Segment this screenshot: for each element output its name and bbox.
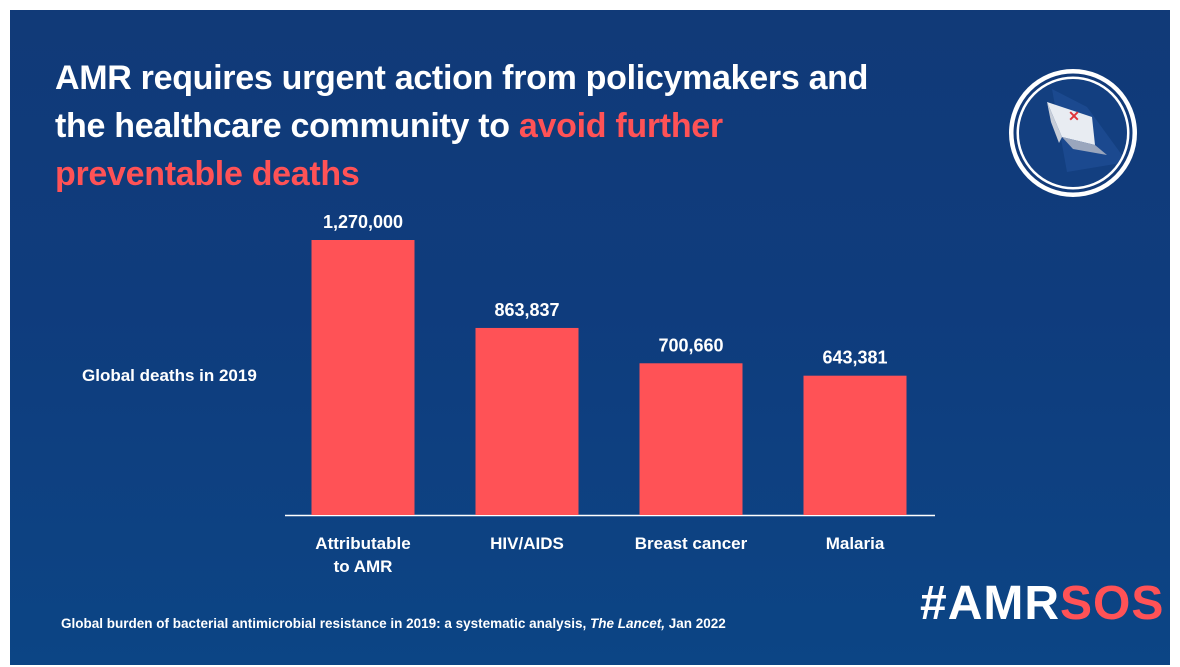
source-date: Jan 2022: [664, 616, 726, 631]
hashtag-prefix: #AMR: [920, 577, 1061, 630]
bar-4: [803, 375, 907, 515]
category-label-4: Malaria: [780, 532, 930, 555]
amr-sos-logo-icon: ✕: [1009, 69, 1137, 197]
bar-1: [311, 240, 415, 515]
category-label-line: HIV/AIDS: [490, 534, 564, 553]
category-label-line: Malaria: [825, 534, 885, 553]
y-axis-label: Global deaths in 2019: [82, 366, 257, 385]
source-citation: Global burden of bacterial antimicrobial…: [61, 616, 726, 631]
bar-value-label-3: 700,660: [658, 335, 723, 355]
category-label-2: HIV/AIDS: [452, 532, 602, 555]
headline-accent-text: avoid further preventable deaths: [55, 107, 723, 193]
svg-text:✕: ✕: [1068, 108, 1080, 124]
source-journal: The Lancet,: [589, 616, 665, 631]
source-text: Global burden of bacterial antimicrobial…: [61, 616, 590, 631]
category-label-line: Breast cancer: [634, 534, 748, 553]
category-label-1: Attributable to AMR: [288, 532, 438, 578]
headline-text: AMR requires urgent action from policyma…: [55, 59, 869, 145]
infographic-card: AMR requires urgent action from policyma…: [10, 10, 1170, 665]
hashtag-accent: SOS: [1060, 577, 1165, 630]
category-label-line: Attributable: [315, 534, 411, 553]
category-label-line: to AMR: [333, 557, 393, 576]
bar-value-label-1: 1,270,000: [323, 212, 403, 232]
hashtag: #AMRSOS: [920, 576, 1164, 631]
headline: AMR requires urgent action from policyma…: [55, 54, 875, 198]
bar-value-label-4: 643,381: [822, 348, 887, 368]
bar-chart: 1,270,000 863,837 700,660 643,381: [285, 212, 935, 517]
bar-3: [639, 363, 743, 515]
bar-value-label-2: 863,837: [494, 300, 559, 320]
bar-2: [475, 327, 579, 515]
category-label-3: Breast cancer: [616, 532, 766, 555]
